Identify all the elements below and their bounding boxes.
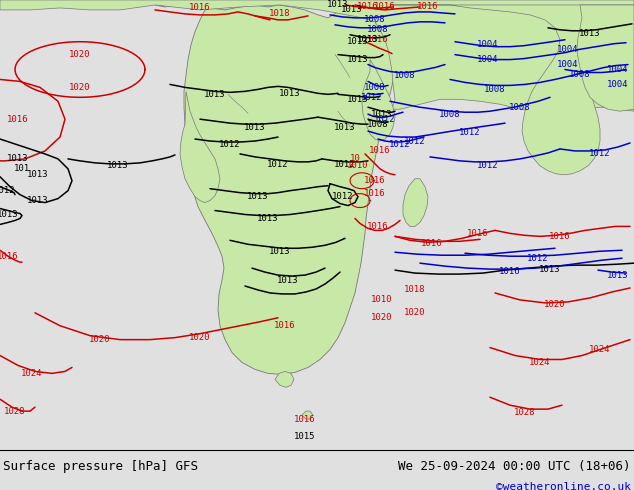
Text: 1016: 1016 [549, 232, 571, 241]
Text: 1028: 1028 [4, 407, 26, 416]
Text: 1024: 1024 [589, 345, 611, 354]
Text: 1013: 1013 [279, 89, 301, 98]
Text: 1013: 1013 [27, 171, 49, 179]
Text: 1016: 1016 [357, 2, 378, 11]
Text: 1004: 1004 [557, 60, 579, 69]
Text: 1004: 1004 [607, 80, 629, 89]
Text: We 25-09-2024 00:00 UTC (18+06): We 25-09-2024 00:00 UTC (18+06) [398, 460, 631, 473]
Text: 1010: 1010 [372, 295, 392, 304]
Text: 1010: 1010 [347, 161, 369, 171]
Text: 1013: 1013 [357, 35, 378, 44]
Text: 1013: 1013 [107, 161, 129, 171]
Text: 1020: 1020 [372, 313, 392, 322]
Text: 1016: 1016 [421, 239, 443, 248]
Text: 1004: 1004 [557, 45, 579, 54]
Text: 1013: 1013 [0, 210, 19, 219]
Text: 1020: 1020 [69, 83, 91, 92]
Text: 1016: 1016 [374, 2, 396, 11]
Polygon shape [180, 91, 220, 202]
Text: 1016: 1016 [365, 176, 385, 185]
Polygon shape [155, 5, 395, 374]
Text: 1008: 1008 [365, 83, 385, 92]
Text: 1012: 1012 [374, 115, 396, 123]
Text: 1016: 1016 [417, 2, 439, 11]
Text: 1016: 1016 [367, 35, 389, 44]
Polygon shape [362, 60, 395, 141]
Text: 1012: 1012 [0, 186, 16, 195]
Text: 1016: 1016 [499, 267, 521, 275]
Text: 1012: 1012 [219, 141, 241, 149]
Polygon shape [390, 5, 634, 175]
Text: 1008: 1008 [367, 120, 389, 129]
Text: 1013: 1013 [247, 192, 269, 201]
Text: 1020: 1020 [190, 333, 210, 342]
Polygon shape [0, 0, 634, 111]
Text: 1013: 1013 [347, 55, 369, 64]
Text: 1013: 1013 [204, 90, 226, 99]
Text: 1013: 1013 [7, 154, 29, 163]
Text: 1016: 1016 [7, 115, 29, 123]
Polygon shape [403, 179, 428, 226]
Text: 1016: 1016 [367, 222, 389, 231]
Text: 1020: 1020 [404, 308, 426, 318]
Text: 10: 10 [349, 154, 360, 163]
Text: 1012: 1012 [332, 192, 354, 201]
Text: 1008: 1008 [367, 25, 389, 34]
Text: 1013: 1013 [269, 247, 291, 256]
Text: 1013: 1013 [540, 265, 560, 273]
Text: 1012: 1012 [268, 160, 288, 170]
Polygon shape [275, 371, 294, 387]
Text: 1012: 1012 [389, 141, 411, 149]
Text: 1004: 1004 [477, 55, 499, 64]
Text: 1020: 1020 [89, 335, 111, 344]
Text: 1012: 1012 [459, 127, 481, 137]
Text: 1020: 1020 [544, 300, 566, 309]
Polygon shape [302, 411, 313, 419]
Text: 1004: 1004 [607, 65, 629, 74]
Text: 1020: 1020 [69, 50, 91, 59]
Text: 1012: 1012 [589, 149, 611, 158]
Text: 1016: 1016 [0, 252, 19, 261]
Text: 1008: 1008 [439, 110, 461, 119]
Text: 101: 101 [14, 164, 30, 173]
Text: 1016: 1016 [467, 229, 489, 238]
Text: 1008: 1008 [569, 70, 591, 79]
Text: 1018: 1018 [404, 286, 426, 294]
Text: 1013: 1013 [347, 37, 369, 46]
Text: 1013: 1013 [347, 95, 369, 104]
Text: 1012: 1012 [404, 137, 426, 146]
Text: 1013: 1013 [277, 275, 299, 285]
Text: 1018: 1018 [269, 9, 291, 19]
Text: 1024: 1024 [22, 369, 42, 378]
Text: 1028: 1028 [514, 408, 536, 416]
Text: 1004: 1004 [477, 40, 499, 49]
Text: 1013: 1013 [27, 196, 49, 205]
Text: 1016: 1016 [369, 147, 391, 155]
Text: 1013: 1013 [607, 270, 629, 280]
Text: 1024: 1024 [529, 358, 551, 367]
Text: 1015: 1015 [294, 433, 316, 441]
Text: 1013: 1013 [327, 0, 349, 9]
Text: 1012: 1012 [334, 160, 356, 170]
Text: ©weatheronline.co.uk: ©weatheronline.co.uk [496, 482, 631, 490]
Text: 1008: 1008 [394, 71, 416, 80]
Text: 1012: 1012 [527, 254, 549, 263]
Text: 1016: 1016 [365, 189, 385, 198]
Text: 1013: 1013 [372, 110, 392, 119]
Text: 1008: 1008 [365, 15, 385, 24]
Text: 1012: 1012 [361, 93, 383, 102]
Text: 1008: 1008 [509, 103, 531, 112]
Text: 1013: 1013 [341, 5, 363, 14]
Text: 1008: 1008 [484, 85, 506, 94]
Text: Surface pressure [hPa] GFS: Surface pressure [hPa] GFS [3, 460, 198, 473]
Polygon shape [577, 5, 634, 111]
Text: 1013: 1013 [334, 122, 356, 132]
Text: 1013: 1013 [257, 214, 279, 223]
Text: 1016: 1016 [294, 415, 316, 423]
Text: 1012: 1012 [477, 161, 499, 171]
Text: 1016: 1016 [190, 3, 210, 12]
Text: 1016: 1016 [275, 321, 295, 330]
Text: 1013: 1013 [579, 29, 601, 38]
Text: 1013: 1013 [244, 122, 266, 132]
